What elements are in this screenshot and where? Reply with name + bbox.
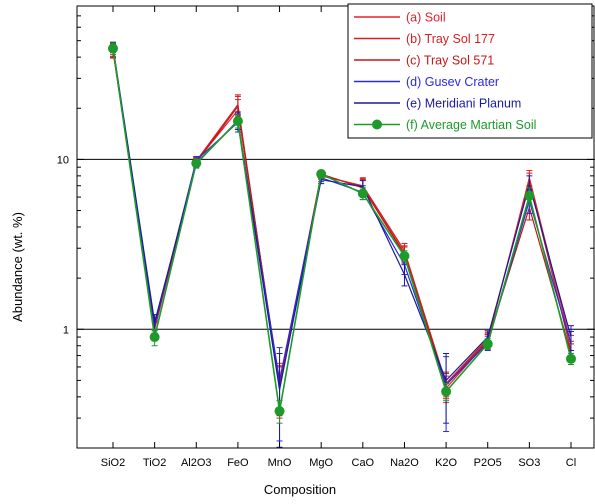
x-tick-label-feo: FeO <box>227 457 249 469</box>
y-tick-label: 10 <box>57 154 69 166</box>
x-axis: SiO2 TiO2 Al2O3 FeO MnO MgO CaO Na2O K2O P2O5 SO3 C… <box>101 6 576 469</box>
y-axis: 1 10 <box>57 5 594 449</box>
data-point <box>149 332 160 343</box>
series-5 <box>108 42 576 424</box>
x-tick-label-so3: SO3 <box>518 457 540 469</box>
data-point <box>566 353 576 364</box>
series-line-5 <box>112 48 572 412</box>
legend-entry: (b) Tray Sol 177 <box>406 32 495 46</box>
x-tick-label-tio2: TiO2 <box>143 457 166 469</box>
data-point <box>357 188 368 199</box>
x-tick-label-cao: CaO <box>352 457 375 469</box>
data-point <box>108 43 118 54</box>
x-tick-label-na2o: Na2O <box>390 457 419 469</box>
data-point <box>274 406 285 417</box>
data-point <box>191 158 202 169</box>
x-tick-label-cl: Cl <box>566 457 576 469</box>
legend-entry: (c) Tray Sol 571 <box>406 54 494 68</box>
x-tick-label-mno: MnO <box>268 457 292 469</box>
series-layer <box>108 41 576 448</box>
legend-entry: (e) Meridiani Planum <box>406 97 521 111</box>
data-point <box>482 338 493 349</box>
legend-entry: (f) Average Martian Soil <box>406 118 536 132</box>
y-tick-label: 1 <box>63 324 69 336</box>
x-tick-label-k2o: K2O <box>435 457 457 469</box>
legend-entry: (a) Soil <box>406 11 446 25</box>
legend-marker <box>372 119 382 130</box>
x-tick-label-sio2: SiO2 <box>101 457 125 469</box>
legend: (a) Soil (b) Tray Sol 177 (c) Tray Sol 571… <box>347 3 593 139</box>
data-point <box>399 250 410 261</box>
x-tick-label-mgo: MgO <box>309 457 333 469</box>
legend-entry: (d) Gusev Crater <box>406 75 499 89</box>
legend-box <box>347 3 593 139</box>
data-point <box>316 169 327 180</box>
data-point <box>524 190 535 201</box>
data-point <box>441 386 452 397</box>
x-tick-label-p2o5: P2O5 <box>474 457 502 469</box>
x-tick-label-al2o3: Al2O3 <box>181 457 212 469</box>
x-axis-title: Composition <box>264 482 336 497</box>
data-point <box>232 116 243 127</box>
y-axis-title: Abundance (wt. %) <box>10 212 25 322</box>
gridlines <box>77 158 595 330</box>
